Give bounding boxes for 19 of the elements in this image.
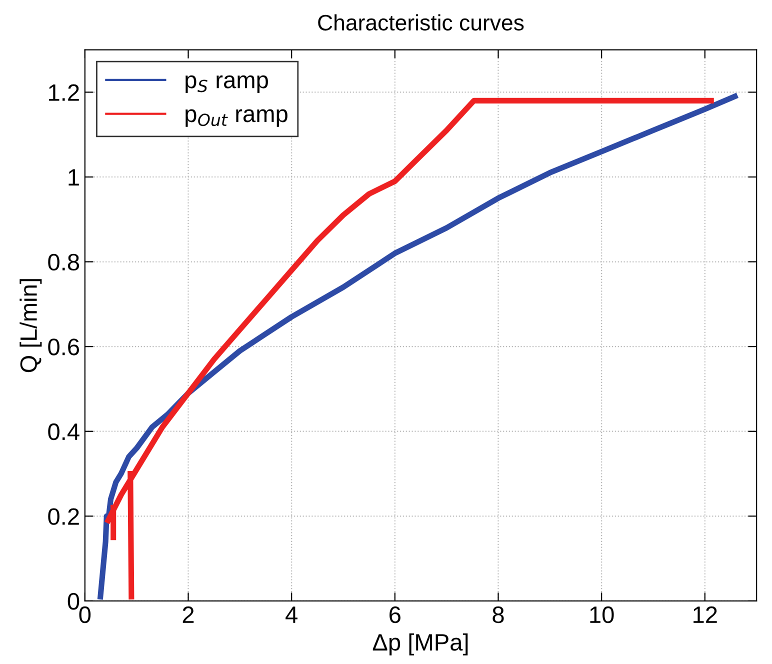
- x-tick-label: 2: [182, 606, 194, 623]
- y-tick-label: 0.4: [48, 423, 80, 440]
- y-axis-title: Q [L/min]: [20, 279, 42, 372]
- y-tick-label: 0.6: [48, 338, 80, 356]
- x-tick-label: 0: [79, 606, 91, 624]
- y-tick-label: 1.2: [49, 84, 79, 101]
- chart-title: Characteristic curves: [318, 14, 524, 31]
- y-tick-label: 1: [68, 169, 79, 186]
- x-tick-label: 10: [590, 606, 614, 624]
- x-axis-title: Δp [MPa]: [372, 633, 468, 656]
- x-tick-label: 8: [492, 606, 504, 624]
- y-tick-label: 0.2: [48, 508, 79, 525]
- y-tick-label: 0: [68, 592, 80, 610]
- x-tick-label: 4: [286, 606, 298, 623]
- x-tick-label: 12: [694, 606, 717, 623]
- legend-label: p$_{Out}$ ramp: [186, 109, 288, 127]
- legend-label: p$_{S}$ ramp: [186, 75, 268, 94]
- x-tick-label: 6: [390, 606, 400, 624]
- y-tick-label: 0.8: [48, 254, 80, 271]
